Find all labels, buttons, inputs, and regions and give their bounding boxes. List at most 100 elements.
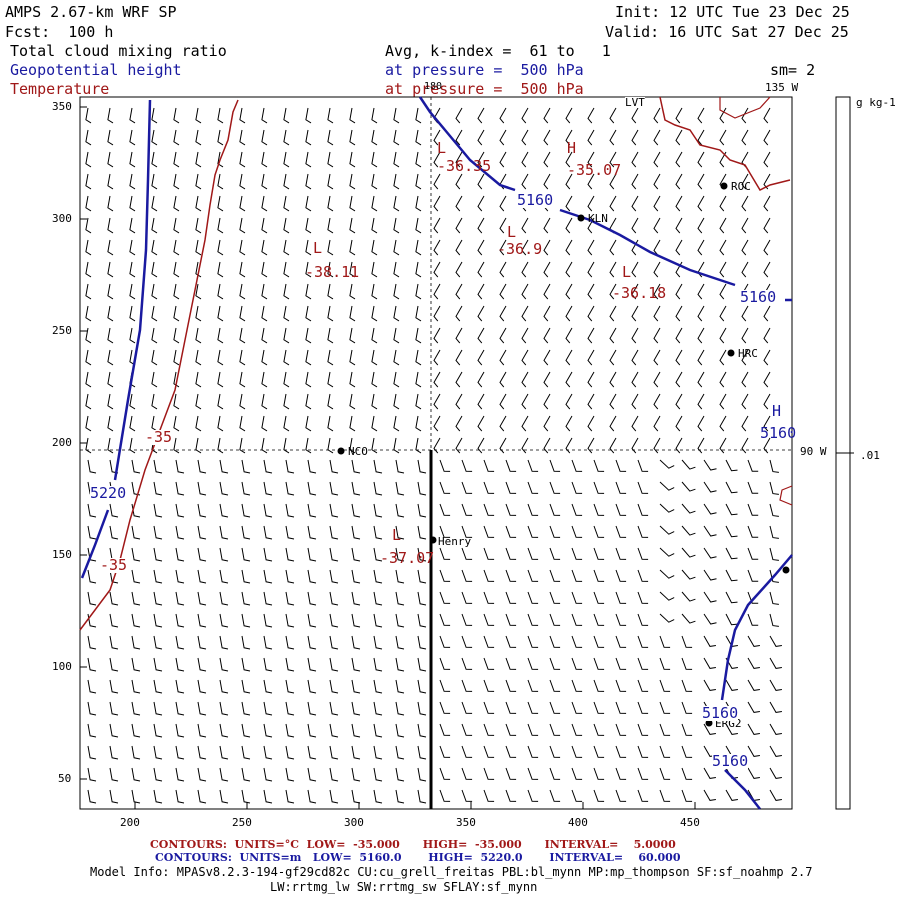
wind-barb xyxy=(217,217,224,234)
wind-barb xyxy=(151,261,158,278)
height-contour-5160-mid xyxy=(559,208,736,287)
wind-barb xyxy=(175,723,185,738)
wind-barb xyxy=(283,437,290,454)
wind-barb xyxy=(703,525,717,537)
wind-barb xyxy=(439,525,451,538)
wind-barb xyxy=(461,481,473,494)
wind-barb xyxy=(415,393,422,410)
wind-barb xyxy=(349,129,356,146)
height-contour-5220-lower xyxy=(80,509,110,579)
wind-barb xyxy=(521,393,529,410)
field-cloud: Total cloud mixing ratio xyxy=(10,42,227,60)
wind-barb xyxy=(741,129,749,146)
wind-barb xyxy=(197,657,207,672)
wind-barb xyxy=(433,129,441,146)
wind-barb xyxy=(659,767,671,780)
wind-barb xyxy=(631,261,639,278)
wind-barb xyxy=(285,525,295,540)
wind-barb xyxy=(283,261,290,278)
wind-barb xyxy=(195,195,202,212)
wind-barb xyxy=(593,679,605,692)
wind-barb xyxy=(615,657,627,670)
x-tick-label: 400 xyxy=(568,816,588,829)
wind-barb xyxy=(587,305,595,322)
wind-barb xyxy=(329,635,339,650)
wind-barb xyxy=(263,503,273,518)
wind-barb xyxy=(219,591,229,606)
wind-barb xyxy=(129,173,136,190)
low-symbol: L xyxy=(622,263,632,281)
wind-barb xyxy=(477,261,485,278)
wind-barb xyxy=(329,789,339,804)
wind-barb xyxy=(631,195,639,212)
wind-barb xyxy=(395,745,405,760)
wind-barb xyxy=(763,261,771,278)
wind-barb xyxy=(763,107,771,124)
wind-barb xyxy=(173,283,180,300)
field-temperature: Temperature xyxy=(10,80,110,98)
wind-barb xyxy=(371,415,378,432)
wind-barb xyxy=(307,569,317,584)
wind-barb xyxy=(549,525,561,538)
wind-barb xyxy=(719,283,727,300)
wind-barb xyxy=(153,525,163,540)
wind-barb xyxy=(239,415,246,432)
wind-barb xyxy=(87,679,97,694)
wind-barb xyxy=(329,591,339,606)
wind-barb xyxy=(153,503,163,518)
wind-barb xyxy=(393,129,400,146)
wind-barb xyxy=(483,613,495,626)
wind-barb xyxy=(283,283,290,300)
wind-barb xyxy=(763,349,771,366)
wind-barb xyxy=(697,217,705,234)
wind-barb xyxy=(527,481,539,494)
wind-barb xyxy=(433,151,441,168)
wind-barb xyxy=(653,437,661,454)
wind-barb xyxy=(307,635,317,650)
wind-barb xyxy=(719,415,727,432)
wind-barb xyxy=(637,503,649,516)
wind-barb xyxy=(631,437,639,454)
wind-barb xyxy=(329,503,339,518)
wind-barb xyxy=(349,393,356,410)
wind-barb xyxy=(439,481,451,494)
wind-barb xyxy=(173,173,180,190)
wind-barb xyxy=(241,613,251,628)
wind-barb xyxy=(307,723,317,738)
wind-barb xyxy=(153,745,163,760)
smoothing: sm= 2 xyxy=(770,61,816,79)
wind-barb xyxy=(109,767,119,782)
wind-barb xyxy=(433,261,441,278)
wind-barb xyxy=(305,129,312,146)
wind-barb xyxy=(521,305,529,322)
wind-barb xyxy=(593,789,605,802)
wind-barb xyxy=(239,327,246,344)
low-symbol: L xyxy=(437,139,447,157)
wind-barb xyxy=(543,261,551,278)
wind-barb xyxy=(703,789,716,801)
wind-barb xyxy=(351,547,361,562)
wind-barb xyxy=(439,657,451,670)
wind-barb xyxy=(371,349,378,366)
wind-barb xyxy=(499,327,507,344)
wind-barb xyxy=(697,239,705,256)
wind-barb xyxy=(263,657,273,672)
wind-barb xyxy=(565,195,573,212)
wind-barb xyxy=(587,349,595,366)
wind-barb xyxy=(747,547,759,560)
wind-barb xyxy=(327,349,334,366)
wind-barb xyxy=(703,657,716,669)
wind-barb xyxy=(307,613,317,628)
wind-barb xyxy=(637,767,649,780)
station-henry-marker xyxy=(429,536,437,544)
wind-barb xyxy=(195,261,202,278)
wind-barb xyxy=(609,283,617,300)
wind-barb xyxy=(455,283,463,300)
wind-barb xyxy=(769,525,779,539)
wind-barb xyxy=(373,547,383,562)
x-tick-label: 250 xyxy=(232,816,252,829)
wind-barb xyxy=(477,437,485,454)
wind-barb xyxy=(305,217,312,234)
wind-barb xyxy=(697,393,705,410)
wind-barb xyxy=(653,261,661,278)
